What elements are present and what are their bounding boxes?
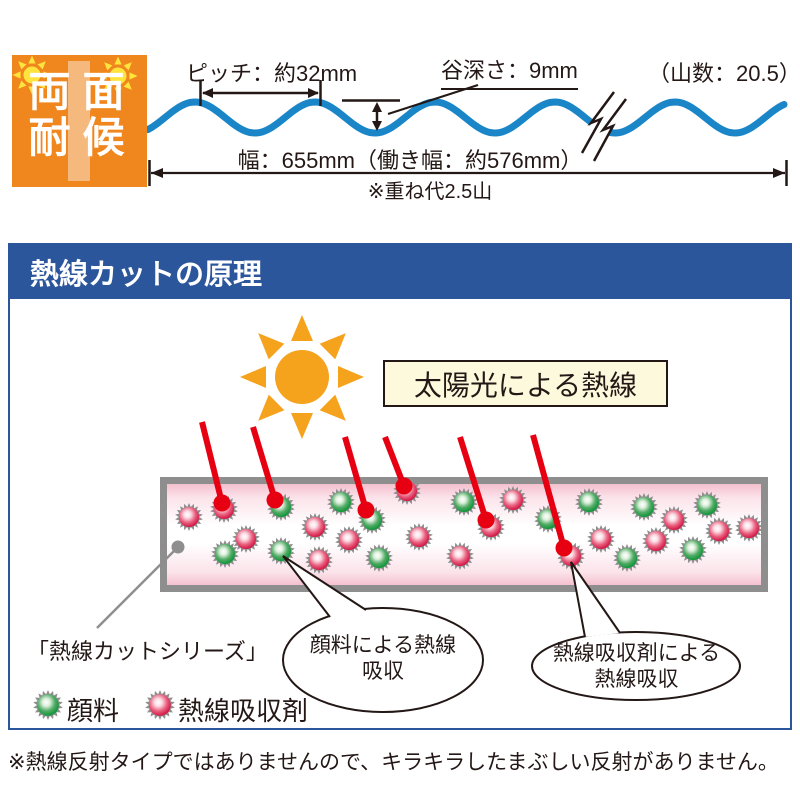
- logo-text-row1: 両面: [28, 68, 137, 115]
- absorber-particle: [705, 517, 733, 545]
- absorber-bubble-line1: 熱線吸収剤による: [552, 642, 721, 665]
- absorber-particle: [642, 527, 670, 555]
- pitch-label: ピッチ：約32mm: [186, 61, 358, 86]
- series-label: 「熱線カットシリーズ」: [27, 639, 268, 664]
- absorber-bubble-line2: 熱線吸収: [594, 668, 679, 691]
- absorber-particle: [232, 525, 260, 553]
- principle-box-header: 熱線カットの原理: [10, 245, 790, 299]
- absorber-particle: [735, 514, 763, 542]
- heat-ray: [382, 435, 413, 495]
- pigment-particle: [679, 536, 707, 564]
- pigment-bubble: [282, 555, 484, 713]
- crest-count-label: （山数：20.5）: [648, 61, 800, 86]
- pigment-bubble-text: 顔料による熱線 吸収: [283, 633, 483, 685]
- wave-path: [144, 98, 788, 137]
- legend-pigment-icon: [33, 690, 63, 720]
- pigment-particle: [211, 540, 239, 568]
- pointer-dot: [171, 540, 185, 554]
- heat-ray: [199, 421, 231, 512]
- break-mark: [578, 91, 628, 162]
- absorber-particle: [301, 513, 329, 541]
- overlap-label: ※重ね代2.5山: [367, 181, 493, 203]
- pigment-particle: [327, 488, 355, 516]
- particle-layer: [175, 477, 763, 574]
- footnote-text: ※熱線反射タイプではありませんので、キラキラしたまぶしい反射がありません。: [8, 751, 779, 774]
- pigment-particle: [365, 544, 393, 572]
- heat-ray: [250, 426, 284, 509]
- absorber-particle: [499, 486, 527, 514]
- absorber-bubble-text: 熱線吸収剤による 熱線吸収: [532, 641, 741, 693]
- legend-icons: [33, 690, 175, 720]
- principle-box: 熱線カットの原理: [8, 243, 792, 730]
- logo-sun-icons: [12, 55, 138, 96]
- legend-absorber-icon: [145, 690, 175, 720]
- absorber-particle: [335, 526, 363, 554]
- heat-ray-layer: [199, 421, 573, 557]
- pigment-bubble-line2: 吸収: [362, 660, 404, 683]
- double-sided-weather-logo: 両面 耐候: [12, 55, 147, 187]
- valley-depth-label: 谷深さ：9mm: [441, 53, 578, 90]
- sun-heat-label-box: 太陽光による熱線: [383, 360, 668, 407]
- heat-ray: [457, 436, 495, 529]
- pigment-bubble-tail: [282, 555, 367, 618]
- pigment-bubble-line1: 顔料による熱線: [309, 634, 457, 657]
- heat-ray: [342, 436, 375, 519]
- pigment-particle: [613, 544, 641, 572]
- pigment-particle: [450, 488, 478, 516]
- absorber-bubble: [531, 561, 741, 701]
- absorber-bubble-tail: [570, 561, 621, 638]
- heat-ray: [530, 434, 573, 557]
- absorber-particle: [587, 525, 615, 553]
- principle-title: 熱線カットの原理: [30, 259, 263, 291]
- absorber-particle: [405, 523, 433, 551]
- legend-pigment-label: 顔料: [67, 696, 120, 726]
- logo-center-bar: [68, 61, 90, 181]
- absorber-particle: [175, 503, 203, 531]
- pigment-particle: [630, 493, 658, 521]
- absorber-particle: [660, 506, 688, 534]
- corrugated-sheet-wave: [144, 98, 788, 137]
- absorber-particle: [446, 542, 474, 570]
- width-dimension: [148, 160, 788, 186]
- panel-pointer-line: [96, 540, 185, 629]
- pigment-particle: [693, 491, 721, 519]
- pigment-particle: [575, 488, 603, 516]
- sun-heat-label: 太陽光による熱線: [413, 369, 638, 401]
- pitch-dimension: [199, 80, 322, 106]
- absorber-particle: [305, 546, 333, 574]
- sun-icon: [240, 315, 364, 439]
- width-label: 幅：655mm（働き幅：約576mm）: [237, 148, 583, 173]
- logo-text: 両面 耐候: [12, 69, 147, 161]
- legend-absorber-label: 熱線吸収剤: [178, 696, 309, 726]
- logo-text-row2: 耐候: [28, 114, 137, 161]
